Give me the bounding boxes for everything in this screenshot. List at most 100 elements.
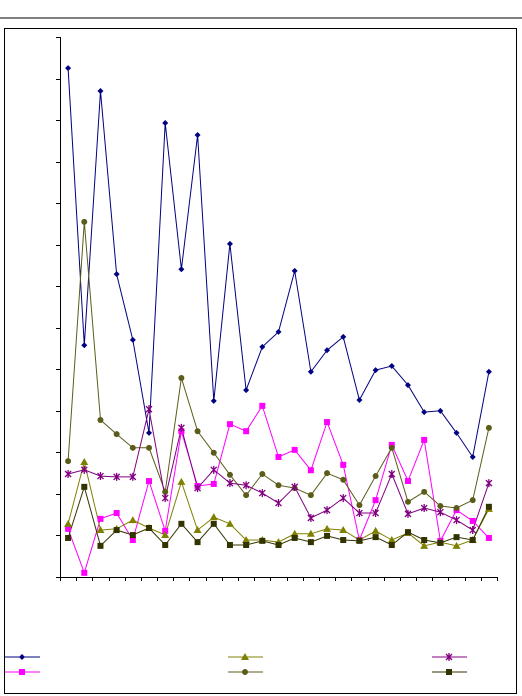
data-point (258, 489, 266, 498)
data-point (81, 218, 88, 225)
data-point (210, 449, 217, 456)
data-point (65, 525, 72, 532)
data-point (306, 529, 315, 537)
data-point (275, 482, 282, 489)
data-point (177, 423, 185, 432)
data-point (97, 542, 104, 549)
data-point (307, 368, 314, 375)
data-point (485, 424, 492, 431)
data-point (226, 421, 233, 428)
data-point (307, 467, 314, 474)
data-point (340, 461, 347, 468)
data-point (421, 537, 428, 544)
data-point (404, 509, 412, 518)
data-point (64, 519, 73, 527)
data-point (65, 534, 72, 541)
data-point (243, 492, 250, 499)
data-point (209, 513, 218, 521)
legend-marker (19, 669, 25, 675)
data-point (194, 132, 201, 139)
data-point (242, 481, 250, 490)
data-point (372, 534, 379, 541)
data-point (162, 527, 169, 534)
data-point (226, 479, 234, 488)
data-point (469, 497, 476, 504)
data-point (210, 397, 217, 404)
data-point (210, 480, 217, 487)
data-point (161, 531, 170, 539)
data-point (452, 541, 461, 549)
data-point (291, 267, 298, 274)
data-point (404, 478, 411, 485)
data-point (404, 382, 411, 389)
data-point (113, 271, 120, 278)
data-point (81, 483, 88, 490)
data-point (226, 240, 233, 247)
data-point (355, 509, 363, 518)
data-point (275, 499, 282, 508)
data-point (259, 470, 266, 477)
data-point (356, 502, 363, 509)
data-point (242, 536, 251, 544)
data-point (81, 342, 88, 349)
data-point (324, 470, 331, 477)
data-point (291, 446, 298, 453)
data-point (146, 444, 153, 451)
data-point (485, 503, 492, 510)
data-point (97, 88, 104, 94)
data-point (128, 516, 137, 524)
data-point (371, 526, 380, 534)
data-point (339, 494, 347, 503)
data-point (129, 472, 137, 481)
data-point (372, 509, 380, 518)
data-point (113, 431, 120, 438)
data-point (243, 387, 250, 394)
data-point (80, 457, 89, 465)
data-point (323, 524, 332, 532)
data-point (259, 343, 266, 350)
chart-frame (4, 28, 517, 694)
legend-marker (242, 669, 248, 675)
data-point (356, 397, 363, 404)
legend-marker (19, 654, 25, 660)
data-point (243, 542, 250, 549)
data-point (453, 516, 460, 525)
data-point (421, 409, 428, 416)
data-point (162, 542, 169, 549)
data-point (404, 529, 411, 536)
data-point (372, 367, 379, 374)
data-point (436, 508, 444, 517)
data-point (291, 534, 298, 541)
data-point (146, 524, 153, 531)
data-point (259, 537, 266, 544)
data-point (437, 539, 444, 546)
data-point (469, 537, 476, 544)
data-point (226, 471, 233, 478)
data-point (129, 537, 136, 544)
data-point (80, 465, 88, 474)
data-point (259, 402, 266, 409)
data-point (194, 428, 201, 435)
data-point (113, 527, 120, 534)
data-point (485, 479, 493, 488)
data-point (243, 428, 250, 435)
data-point (146, 429, 153, 436)
data-point (421, 488, 428, 495)
data-point (388, 362, 395, 369)
data-point (97, 515, 104, 522)
data-point (113, 510, 120, 517)
data-point (146, 478, 153, 485)
data-point (113, 472, 121, 481)
data-point (145, 405, 153, 414)
data-point (388, 444, 395, 451)
data-point (291, 482, 299, 491)
data-point (387, 536, 396, 544)
data-point (81, 569, 88, 576)
data-point (97, 416, 104, 423)
data-point (307, 514, 315, 523)
data-point (372, 473, 379, 480)
data-point (469, 517, 476, 524)
data-point (275, 542, 282, 549)
data-point (193, 526, 202, 534)
